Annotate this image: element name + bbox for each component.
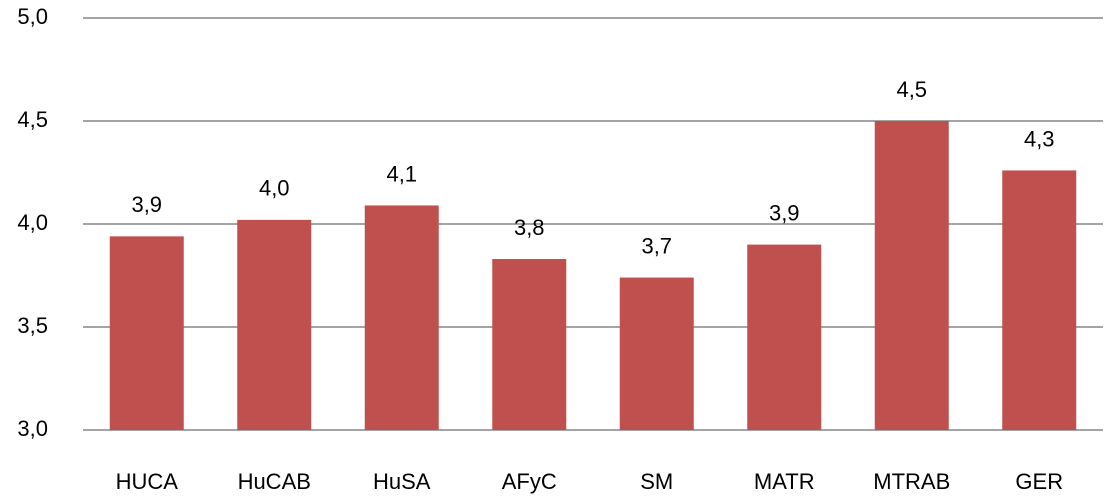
x-tick-label: AFyC	[502, 469, 557, 494]
y-tick-label: 3,5	[17, 313, 48, 338]
bar	[109, 236, 184, 430]
value-label: 3,9	[769, 200, 800, 225]
x-tick-label: SM	[640, 469, 673, 494]
bar	[492, 259, 567, 430]
value-label: 3,9	[131, 192, 162, 217]
x-tick-label: MTRAB	[873, 469, 950, 494]
bar	[619, 277, 694, 430]
value-label: 3,7	[641, 233, 672, 258]
value-label: 4,3	[1024, 126, 1055, 151]
y-tick-label: 4,0	[17, 210, 48, 235]
y-tick-label: 3,0	[17, 416, 48, 441]
x-tick-label: HuSA	[373, 469, 431, 494]
value-label: 4,5	[896, 77, 927, 102]
value-label: 3,8	[514, 215, 545, 240]
bar	[747, 244, 822, 430]
x-tick-label: HuCAB	[238, 469, 311, 494]
bar	[364, 205, 439, 430]
value-label: 4,1	[386, 161, 417, 186]
value-label: 4,0	[259, 176, 290, 201]
bar	[237, 219, 312, 430]
bar	[1002, 170, 1077, 430]
y-tick-label: 5,0	[17, 4, 48, 29]
y-tick-label: 4,5	[17, 107, 48, 132]
x-tick-label: HUCA	[116, 469, 179, 494]
x-tick-label: MATR	[754, 469, 815, 494]
x-tick-label: GER	[1015, 469, 1063, 494]
bar	[874, 121, 949, 430]
